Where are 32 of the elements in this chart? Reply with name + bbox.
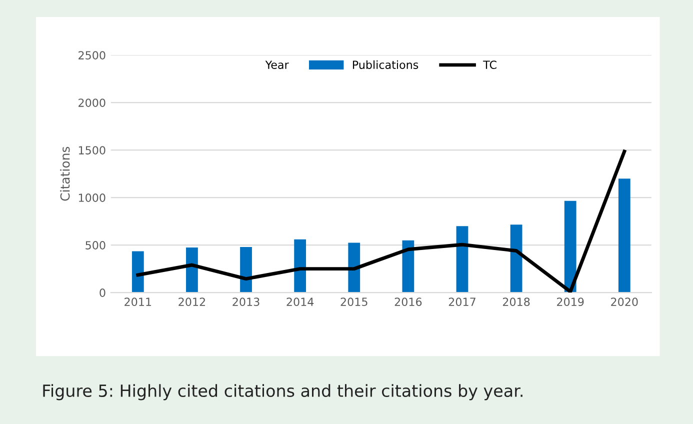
legend-title: Year — [265, 60, 289, 69]
bar — [510, 224, 522, 293]
x-tick-label: 2012 — [178, 298, 205, 306]
x-tick-label: 2014 — [286, 298, 314, 306]
x-tick-label: 2013 — [232, 298, 260, 306]
bar — [186, 247, 198, 293]
x-tick-label: 2015 — [340, 298, 368, 306]
bar — [456, 226, 468, 293]
y-axis-title: Citations — [60, 146, 70, 201]
bar — [294, 239, 306, 293]
x-tick-label: 2011 — [124, 298, 152, 306]
bar — [132, 251, 144, 293]
y-tick-label: 2000 — [78, 98, 106, 107]
x-tick-label: 2019 — [557, 298, 584, 306]
y-tick-label: 1500 — [78, 146, 106, 154]
y-tick-label: 500 — [86, 241, 106, 250]
x-tick-label: 2017 — [448, 298, 476, 306]
bar — [618, 178, 630, 293]
y-tick-label: 2500 — [78, 51, 106, 60]
bar — [564, 200, 576, 293]
x-tick-label: 2020 — [611, 298, 638, 306]
bar — [240, 246, 252, 293]
caption: Figure 5: Highly cited citations and their citations by year. — [43, 384, 522, 400]
x-tick-label: 2016 — [394, 298, 422, 306]
legend-label: TC — [483, 60, 496, 69]
bar — [348, 242, 360, 293]
x-tick-label: 2018 — [502, 298, 530, 306]
legend-label: Publications — [352, 60, 418, 69]
y-tick-label: 0 — [100, 288, 106, 297]
bar — [402, 240, 414, 293]
line-series — [136, 150, 626, 293]
y-tick-label: 1000 — [78, 194, 106, 202]
